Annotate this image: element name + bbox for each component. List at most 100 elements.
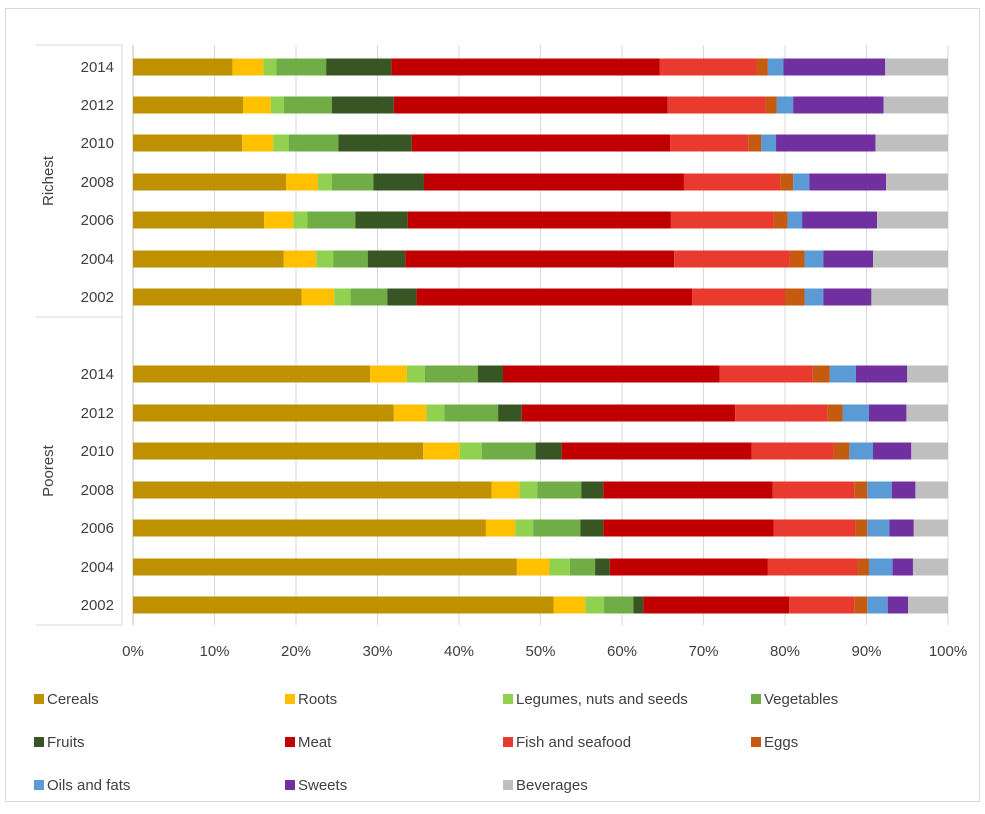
bar-segment [423,173,684,191]
bar-segment [243,96,271,114]
legend-label: Eggs [764,734,798,751]
bar-segment [580,519,604,537]
bar-segment [595,558,610,576]
bar-segment [802,211,878,229]
x-tick-label: 70% [688,643,718,660]
bar-segment [907,365,948,383]
bar-segment [773,519,856,537]
legend-swatch [34,780,44,790]
bar-segment [553,596,586,614]
bar-segment [809,173,887,191]
bar-segment [908,596,948,614]
bar-segment [674,250,790,268]
category-label: 2002 [81,289,114,306]
legend-swatch [285,694,295,704]
bar-segment [133,519,486,537]
bar-segment [301,288,335,306]
x-tick-label: 30% [362,643,392,660]
bar-segment [789,596,855,614]
group-label-poorest: Poorest [40,444,57,497]
category-label: 2014 [81,59,114,76]
bar-segment [264,211,294,229]
category-label: 2006 [81,520,114,537]
legend-label: Oils and fats [47,777,130,794]
bar-segment [133,211,265,229]
bar-segment [416,288,693,306]
x-tick-label: 50% [525,643,555,660]
bar-segment [391,58,660,76]
legend-swatch [285,737,295,747]
bar-segment [286,173,319,191]
legend-swatch [503,780,513,790]
group-label-richest: Richest [40,155,57,206]
bar-segment [326,58,392,76]
bar-segment [883,96,948,114]
bar-segment [867,519,890,537]
bar-segment [604,596,634,614]
bar-segment [293,211,308,229]
bar-segment [787,211,803,229]
bar-segment [481,442,536,460]
bar-segment [871,288,948,306]
bar-segment [889,519,914,537]
bar-segment [491,481,520,499]
bar-segment [533,519,581,537]
bar-segment [581,481,604,499]
bar-segment [823,250,874,268]
bar-segment [393,96,668,114]
bar-segment [333,250,368,268]
bar-segment [133,173,287,191]
legend-swatch [503,737,513,747]
bar-segment [867,596,888,614]
bar-segment [519,481,538,499]
bar-segment [767,558,858,576]
bar-segment [133,250,284,268]
legend-swatch [34,737,44,747]
bar-segment [459,442,482,460]
bar-segment [133,58,233,76]
bar-segment [426,404,445,422]
bar-segment [748,134,762,152]
category-label: 2004 [81,251,114,268]
legend-swatch [751,694,761,704]
bar-layer [133,58,948,614]
x-tick-label: 60% [607,643,637,660]
category-label: 2010 [81,443,114,460]
bar-segment [633,596,644,614]
legend: Cereals Roots Legumes, nuts and seeds Veget… [34,691,838,794]
bar-segment [670,211,774,229]
bar-segment [783,58,886,76]
bar-segment [827,404,843,422]
bar-segment [477,365,504,383]
bar-segment [855,365,908,383]
bar-segment [283,96,332,114]
bar-segment [855,519,868,537]
x-tick-label: 10% [199,643,229,660]
category-label: 2012 [81,405,114,422]
bar-segment [780,173,794,191]
bar-segment [133,481,492,499]
bar-segment [659,58,757,76]
bar-segment [270,96,284,114]
category-label: 2008 [81,482,114,499]
bar-segment [683,173,781,191]
bar-segment [854,481,868,499]
bar-segment [407,211,671,229]
bar-segment [521,404,736,422]
bar-segment [331,173,374,191]
legend-label: Cereals [47,691,99,708]
bar-segment [424,365,478,383]
category-label: 2002 [81,597,114,614]
bar-segment [603,481,773,499]
bar-segment [857,558,869,576]
bar-segment [772,481,855,499]
bar-segment [886,173,948,191]
bar-segment [307,211,356,229]
bar-segment [406,365,425,383]
category-label: 2006 [81,212,114,229]
bar-segment [609,558,768,576]
bar-segment [561,442,752,460]
bar-segment [912,558,948,576]
bar-segment [503,365,720,383]
